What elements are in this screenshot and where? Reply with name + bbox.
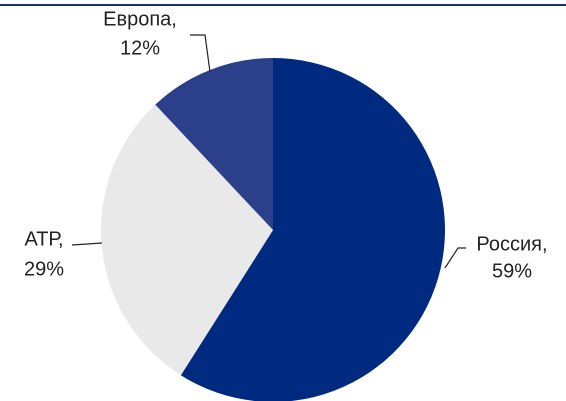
leader-line: [444, 247, 466, 269]
pie-slice: [155, 58, 273, 230]
leader-line: [190, 34, 211, 73]
slice-label: Европа,: [103, 8, 177, 30]
slice-value-label: 29%: [24, 258, 64, 280]
slice-label: Россия,: [476, 233, 547, 255]
slice-value-label: 59%: [492, 260, 532, 282]
leader-line: [71, 242, 103, 246]
top-rule: [0, 4, 566, 6]
pie-slice: [180, 58, 446, 401]
slice-label: АТР,: [24, 228, 63, 250]
slice-value-label: 12%: [120, 37, 160, 59]
pie-slice: [101, 104, 273, 376]
